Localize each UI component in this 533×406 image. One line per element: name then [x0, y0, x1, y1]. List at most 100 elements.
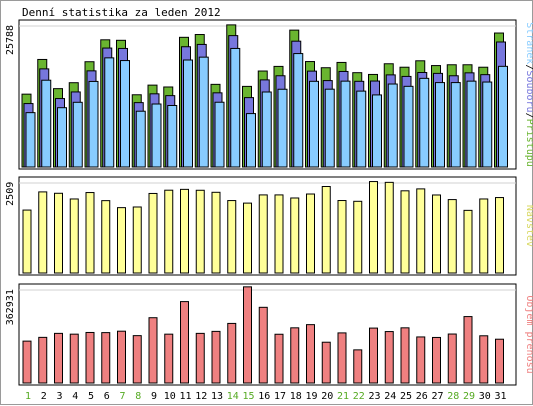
bar-transfer-objem-přenosu-day-28 — [447, 333, 457, 384]
day-label-21: 21 — [337, 391, 349, 402]
bar-hits-stránek-day-1 — [25, 112, 36, 168]
bar-hits-stránek-day-30 — [482, 81, 493, 168]
bar-hits-stránek-day-28 — [450, 82, 461, 168]
legend-part-1: Návštěv — [524, 205, 533, 247]
bar-transfer-objem-přenosu-day-27 — [432, 336, 441, 384]
bar-transfer-objem-přenosu-day-21 — [337, 332, 347, 384]
bar-visits-návštěv-day-6 — [101, 200, 111, 274]
bar-hits-stránek-day-24 — [387, 83, 398, 168]
legend-part-5: Přístupů — [524, 119, 533, 167]
legend-part-3: Souborů — [524, 70, 533, 112]
bar-transfer-objem-přenosu-day-15 — [243, 286, 252, 384]
bar-visits-návštěv-day-30 — [479, 198, 489, 274]
bar-hits-stránek-day-5 — [88, 80, 99, 168]
bar-hits-stránek-day-31 — [498, 65, 508, 168]
bar-hits-stránek-day-16 — [261, 91, 272, 168]
bar-hits-stránek-day-18 — [293, 53, 304, 168]
bar-transfer-objem-přenosu-day-29 — [463, 316, 473, 384]
bar-visits-návštěv-day-22 — [353, 200, 363, 274]
day-label-13: 13 — [211, 391, 223, 402]
bar-visits-návštěv-day-3 — [54, 192, 63, 274]
bar-hits-stránek-day-6 — [104, 57, 115, 168]
bar-visits-návštěv-day-15 — [243, 202, 252, 274]
bar-hits-stránek-day-26 — [419, 77, 430, 168]
bar-transfer-objem-přenosu-day-17 — [274, 333, 284, 384]
bar-hits-stránek-day-2 — [41, 79, 52, 168]
chart-title: Denní statistika za leden 2012 — [22, 6, 221, 19]
bar-transfer-objem-přenosu-day-3 — [54, 332, 63, 384]
day-label-14: 14 — [227, 391, 239, 402]
bar-hits-stránek-day-11 — [183, 59, 193, 168]
bar-hits-stránek-day-4 — [72, 101, 83, 168]
day-label-25: 25 — [400, 391, 412, 402]
bar-visits-návštěv-day-31 — [495, 197, 504, 274]
bar-transfer-objem-přenosu-day-23 — [369, 327, 378, 384]
bar-visits-návštěv-day-8 — [132, 206, 142, 274]
bar-transfer-objem-přenosu-day-12 — [195, 332, 205, 384]
day-label-23: 23 — [368, 391, 380, 402]
bar-visits-návštěv-day-7 — [117, 207, 126, 274]
bar-visits-návštěv-day-11 — [180, 188, 189, 274]
bar-hits-stránek-day-13 — [214, 101, 225, 168]
bar-visits-návštěv-day-2 — [38, 191, 48, 274]
legend-part-1: Stránek — [524, 22, 533, 64]
day-label-17: 17 — [274, 391, 286, 402]
bar-transfer-objem-přenosu-day-16 — [258, 306, 268, 384]
bar-transfer-objem-přenosu-day-4 — [69, 333, 79, 384]
legend-part-1: Objem přenosu — [524, 295, 533, 373]
day-label-22: 22 — [353, 391, 365, 402]
bar-transfer-objem-přenosu-day-9 — [148, 317, 158, 384]
bar-visits-návštěv-day-13 — [211, 191, 221, 274]
bar-visits-návštěv-day-16 — [258, 194, 268, 274]
bar-transfer-objem-přenosu-day-25 — [400, 327, 410, 384]
bar-transfer-objem-přenosu-day-19 — [306, 324, 315, 384]
bar-hits-stránek-day-23 — [372, 94, 382, 168]
panel-visits-ymax-label: 2509 — [5, 182, 16, 206]
bar-hits-stránek-day-19 — [309, 80, 319, 168]
bar-hits-stránek-day-8 — [135, 110, 146, 168]
legend-part-2: / — [524, 64, 533, 70]
bar-transfer-objem-přenosu-day-14 — [227, 322, 237, 384]
day-label-29: 29 — [463, 391, 475, 402]
panel-visits: 2509 Návštěv — [5, 176, 533, 276]
day-label-30: 30 — [479, 391, 491, 402]
bar-transfer-objem-přenosu-day-2 — [38, 336, 48, 384]
day-label-9: 9 — [151, 391, 157, 402]
bar-visits-návštěv-day-20 — [321, 186, 331, 274]
bar-visits-návštěv-day-25 — [400, 190, 410, 274]
bar-transfer-objem-přenosu-day-1 — [22, 340, 32, 384]
bar-visits-návštěv-day-14 — [227, 200, 237, 274]
panel-transfer: 362931 Objem přenosu — [5, 283, 533, 386]
day-label-7: 7 — [119, 391, 125, 402]
bar-visits-návštěv-day-29 — [463, 209, 473, 274]
bar-transfer-objem-přenosu-day-30 — [479, 335, 489, 384]
bar-transfer-objem-přenosu-day-6 — [101, 332, 111, 384]
bar-visits-návštěv-day-5 — [85, 192, 95, 274]
bar-visits-návštěv-day-10 — [164, 189, 174, 274]
day-label-16: 16 — [258, 391, 270, 402]
day-label-4: 4 — [72, 391, 78, 402]
day-label-12: 12 — [195, 391, 207, 402]
day-label-1: 1 — [25, 391, 31, 402]
bar-transfer-objem-přenosu-day-22 — [353, 349, 363, 384]
legend-part-4: / — [524, 113, 533, 119]
bar-visits-návštěv-day-1 — [22, 209, 32, 274]
day-label-15: 15 — [242, 391, 254, 402]
bar-hits-stránek-day-27 — [435, 82, 445, 168]
day-label-5: 5 — [88, 391, 94, 402]
panel-hits-legend: Stránek/Souborů/Přístupů — [524, 22, 533, 167]
bar-transfer-objem-přenosu-day-20 — [321, 341, 331, 384]
bar-hits-stránek-day-17 — [277, 88, 288, 168]
bar-transfer-objem-přenosu-day-7 — [117, 330, 126, 384]
bar-visits-návštěv-day-24 — [384, 181, 394, 274]
day-label-19: 19 — [305, 391, 317, 402]
bar-visits-návštěv-day-4 — [69, 198, 79, 274]
day-label-10: 10 — [164, 391, 176, 402]
day-label-6: 6 — [104, 391, 110, 402]
panel-transfer-ymax-label: 362931 — [5, 289, 16, 325]
bar-transfer-objem-přenosu-day-11 — [180, 301, 189, 384]
bar-transfer-objem-přenosu-day-10 — [164, 333, 174, 384]
bar-visits-návštěv-day-28 — [447, 199, 457, 274]
bar-hits-stránek-day-20 — [324, 88, 335, 168]
